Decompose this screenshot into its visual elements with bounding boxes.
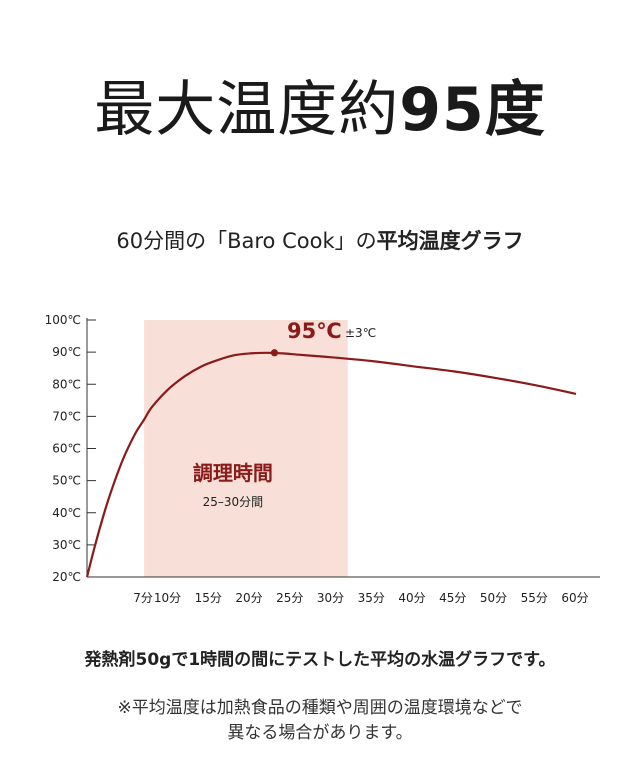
- y-tick-label: 70℃: [52, 409, 81, 423]
- subtitle-prefix: 60分間の「Baro Cook」の: [116, 229, 377, 253]
- x-tick-label: 40分: [398, 591, 425, 605]
- headline-number: 95度: [399, 75, 546, 145]
- peak-label: 95℃: [287, 319, 342, 343]
- x-tick-label: 45分: [439, 591, 466, 605]
- chart-caption: 発熱剤50gで1時間の間にテストした平均の水温グラフです。: [84, 650, 556, 670]
- x-tick-label: 60分: [561, 591, 588, 605]
- temperature-series-line: [85, 351, 577, 578]
- x-tick-label: 10分: [154, 591, 181, 605]
- cooking-time-region: [144, 320, 348, 577]
- cooking-time-duration: 25–30分間: [203, 495, 264, 509]
- chart-subtitle: 60分間の「Baro Cook」の平均温度グラフ: [0, 226, 640, 256]
- x-tick-label: 50分: [480, 591, 507, 605]
- x-tick-label: 25分: [276, 591, 303, 605]
- subtitle-bold: 平均温度グラフ: [376, 229, 524, 253]
- headline: 最大温度約95度: [0, 72, 640, 148]
- temperature-chart: 20℃ 30℃ 40℃ 50℃ 60℃ 70℃ 80℃ 90℃ 100℃ 7分 10分 15分 20分 2…: [45, 313, 600, 605]
- note-line-2: 異なる場合があります。: [227, 723, 413, 743]
- y-tick-label: 60℃: [52, 442, 81, 456]
- x-tick-label: 30分: [317, 591, 344, 605]
- y-tick-label: 50℃: [52, 474, 81, 488]
- y-tick-label: 30℃: [52, 538, 81, 552]
- x-tick-label: 7分: [133, 591, 153, 605]
- disclaimer-note: ※平均温度は加熱食品の種類や周囲の温度環境などで 異なる場合があります。: [0, 696, 640, 746]
- y-tick-label: 20℃: [52, 570, 81, 584]
- headline-text: 最大温度約: [94, 75, 400, 145]
- x-tick-label: 35分: [358, 591, 385, 605]
- note-line-1: ※平均温度は加熱食品の種類や周囲の温度環境などで: [117, 698, 523, 718]
- y-tick-label: 40℃: [52, 506, 81, 520]
- peak-tolerance: ±3℃: [345, 326, 376, 340]
- y-tick-label: 90℃: [52, 345, 81, 359]
- peak-point: [270, 349, 279, 357]
- x-tick-label: 20分: [235, 591, 262, 605]
- y-tick-label: 80℃: [52, 377, 81, 391]
- x-tick-label: 55分: [521, 591, 548, 605]
- cooking-time-title: 調理時間: [193, 461, 273, 485]
- x-tick-label: 15分: [195, 591, 222, 605]
- y-tick-label: 100℃: [45, 313, 81, 327]
